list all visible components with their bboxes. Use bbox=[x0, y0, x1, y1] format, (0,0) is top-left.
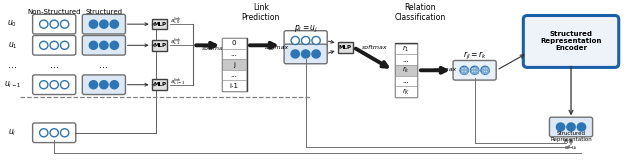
Circle shape bbox=[567, 123, 575, 131]
Circle shape bbox=[556, 123, 564, 131]
Text: $p_i = u_j$: $p_i = u_j$ bbox=[294, 23, 318, 35]
Circle shape bbox=[577, 123, 586, 131]
Text: $u_{i-1}$: $u_{i-1}$ bbox=[4, 79, 21, 90]
Circle shape bbox=[40, 41, 48, 49]
Circle shape bbox=[460, 66, 468, 74]
Text: ...: ... bbox=[230, 51, 237, 57]
Circle shape bbox=[100, 20, 108, 28]
Circle shape bbox=[110, 20, 118, 28]
FancyBboxPatch shape bbox=[83, 75, 125, 95]
Text: 0: 0 bbox=[232, 40, 236, 46]
Circle shape bbox=[312, 50, 320, 58]
Circle shape bbox=[50, 129, 58, 137]
Text: $u_i$: $u_i$ bbox=[8, 127, 17, 138]
Circle shape bbox=[60, 129, 69, 137]
Circle shape bbox=[60, 41, 69, 49]
Text: Structured
Representation
Encoder: Structured Representation Encoder bbox=[540, 31, 602, 52]
FancyBboxPatch shape bbox=[524, 15, 619, 67]
Text: $a^{link}_{i,1}$: $a^{link}_{i,1}$ bbox=[170, 37, 182, 47]
Bar bbox=[395, 65, 417, 76]
FancyBboxPatch shape bbox=[33, 75, 76, 95]
Text: $a^{link}_{i,i-1}$: $a^{link}_{i,i-1}$ bbox=[170, 77, 186, 87]
FancyBboxPatch shape bbox=[152, 79, 168, 90]
FancyBboxPatch shape bbox=[284, 44, 327, 64]
FancyBboxPatch shape bbox=[33, 123, 76, 143]
Text: i-1: i-1 bbox=[230, 83, 239, 89]
Text: Structured
Representation
of $u_i$: Structured Representation of $u_i$ bbox=[550, 131, 592, 152]
Circle shape bbox=[60, 20, 69, 28]
Text: ...: ... bbox=[50, 60, 59, 70]
Circle shape bbox=[89, 81, 98, 89]
Text: argmax: argmax bbox=[433, 67, 457, 72]
Text: softmax: softmax bbox=[362, 45, 388, 50]
Circle shape bbox=[312, 37, 320, 44]
Circle shape bbox=[470, 66, 479, 74]
Text: Structured: Structured bbox=[85, 9, 122, 15]
Circle shape bbox=[301, 37, 310, 44]
Bar bbox=[221, 38, 246, 91]
Circle shape bbox=[50, 20, 58, 28]
Bar bbox=[222, 49, 246, 59]
FancyBboxPatch shape bbox=[453, 60, 496, 80]
Text: ...: ... bbox=[99, 60, 108, 70]
FancyBboxPatch shape bbox=[33, 14, 76, 34]
Text: Non-Structured: Non-Structured bbox=[28, 9, 81, 15]
Text: Relation
Classification: Relation Classification bbox=[394, 3, 445, 22]
Text: $r_1$: $r_1$ bbox=[403, 44, 410, 54]
Circle shape bbox=[100, 41, 108, 49]
FancyBboxPatch shape bbox=[152, 40, 168, 51]
Text: MLP: MLP bbox=[153, 22, 166, 27]
FancyBboxPatch shape bbox=[83, 36, 125, 55]
Text: argmax: argmax bbox=[265, 45, 289, 50]
Text: softmax: softmax bbox=[202, 46, 228, 51]
Circle shape bbox=[481, 66, 489, 74]
Bar bbox=[222, 80, 246, 91]
Circle shape bbox=[89, 20, 98, 28]
Circle shape bbox=[100, 81, 108, 89]
Text: $r_K$: $r_K$ bbox=[402, 86, 410, 96]
Text: ...: ... bbox=[403, 78, 410, 84]
FancyBboxPatch shape bbox=[338, 42, 353, 52]
Text: $r_{jl} = r_k$: $r_{jl} = r_k$ bbox=[463, 50, 486, 62]
Text: MLP: MLP bbox=[153, 82, 166, 87]
Text: ...: ... bbox=[8, 60, 17, 70]
Circle shape bbox=[40, 129, 48, 137]
Circle shape bbox=[291, 37, 300, 44]
Text: j: j bbox=[233, 61, 235, 67]
Circle shape bbox=[110, 81, 118, 89]
Bar bbox=[395, 43, 417, 97]
Bar bbox=[395, 86, 417, 97]
Circle shape bbox=[50, 41, 58, 49]
Text: $r_k$: $r_k$ bbox=[402, 65, 410, 75]
FancyBboxPatch shape bbox=[550, 117, 593, 137]
Circle shape bbox=[40, 20, 48, 28]
FancyBboxPatch shape bbox=[83, 14, 125, 34]
Circle shape bbox=[60, 81, 69, 89]
Bar bbox=[222, 70, 246, 80]
Circle shape bbox=[291, 50, 300, 58]
Text: $a^{link}_{i,0}$: $a^{link}_{i,0}$ bbox=[170, 16, 182, 26]
Bar bbox=[222, 38, 246, 49]
Circle shape bbox=[301, 50, 310, 58]
Bar bbox=[395, 76, 417, 86]
Text: ...: ... bbox=[403, 57, 410, 63]
Text: MLP: MLP bbox=[339, 45, 352, 50]
Bar bbox=[222, 59, 246, 70]
Bar bbox=[395, 44, 417, 54]
FancyBboxPatch shape bbox=[33, 36, 76, 55]
Circle shape bbox=[89, 41, 98, 49]
Text: $u_1$: $u_1$ bbox=[8, 40, 17, 51]
Circle shape bbox=[110, 41, 118, 49]
Text: MLP: MLP bbox=[153, 43, 166, 48]
FancyBboxPatch shape bbox=[152, 19, 168, 30]
FancyBboxPatch shape bbox=[284, 31, 327, 50]
Bar bbox=[395, 54, 417, 65]
Circle shape bbox=[40, 81, 48, 89]
Text: $u_0$: $u_0$ bbox=[8, 19, 17, 29]
Text: Link
Prediction: Link Prediction bbox=[242, 3, 280, 22]
Circle shape bbox=[50, 81, 58, 89]
Text: ...: ... bbox=[230, 72, 237, 78]
